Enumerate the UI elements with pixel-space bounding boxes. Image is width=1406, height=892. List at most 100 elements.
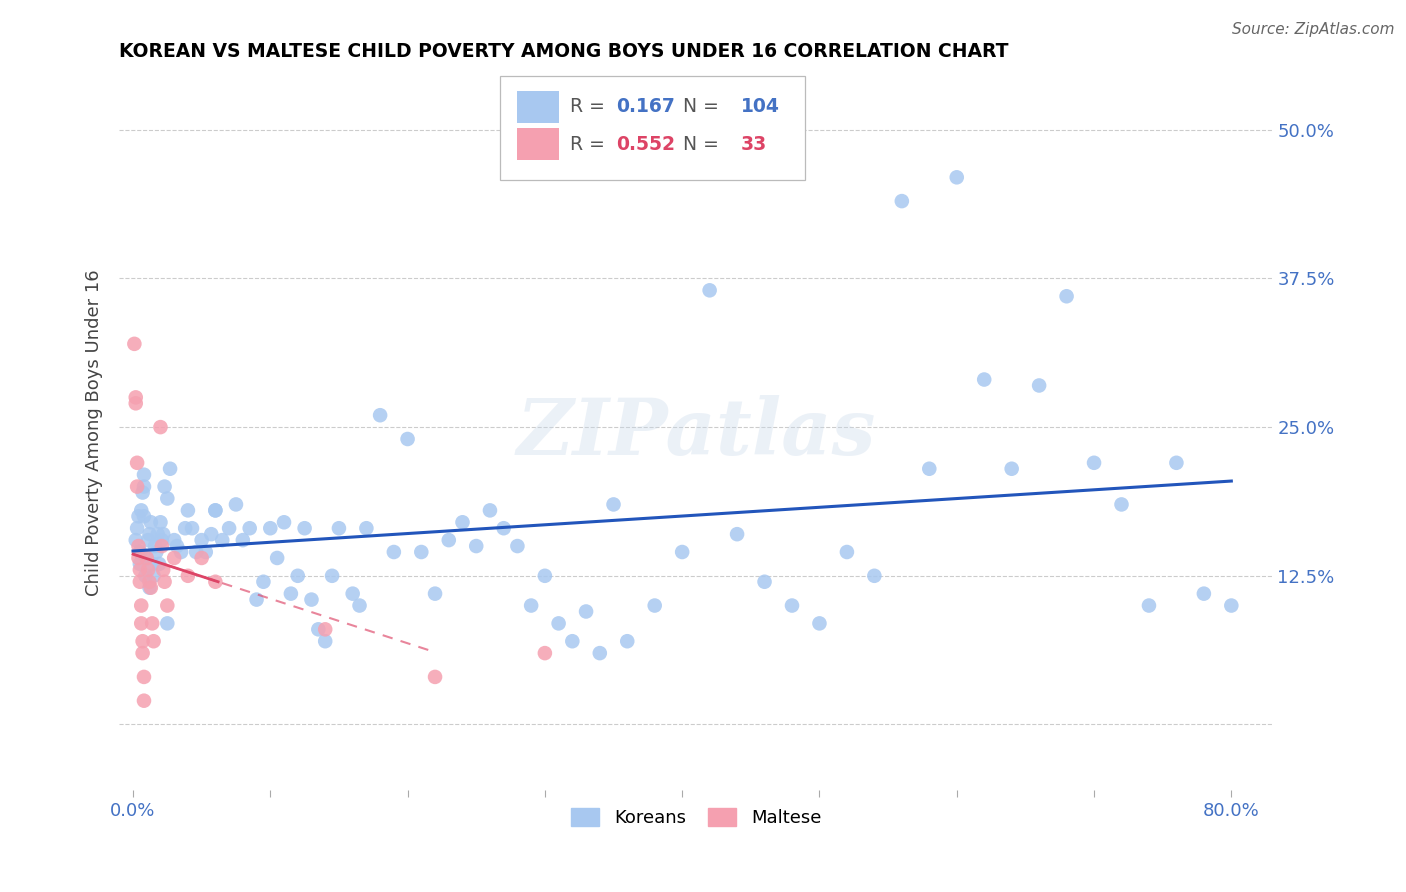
Point <box>128 545 150 559</box>
Point <box>145 545 167 559</box>
Point <box>321 569 343 583</box>
Point <box>129 599 152 613</box>
Point <box>218 521 240 535</box>
Point <box>136 563 159 577</box>
Point <box>465 539 488 553</box>
Point <box>194 545 217 559</box>
Point <box>349 599 371 613</box>
Text: R =: R = <box>571 135 612 153</box>
Point <box>382 545 405 559</box>
Point <box>200 527 222 541</box>
FancyBboxPatch shape <box>517 128 558 160</box>
Point <box>141 616 163 631</box>
Point <box>780 599 803 613</box>
Point <box>131 485 153 500</box>
Point <box>211 533 233 548</box>
Point <box>128 574 150 589</box>
Point <box>163 551 186 566</box>
Point <box>451 516 474 530</box>
Point <box>204 574 226 589</box>
Point <box>273 516 295 530</box>
Point <box>149 516 172 530</box>
Point <box>129 503 152 517</box>
Point <box>423 670 446 684</box>
Point <box>506 539 529 553</box>
Point <box>1083 456 1105 470</box>
Point <box>190 551 212 566</box>
Point <box>1001 461 1024 475</box>
Point <box>152 527 174 541</box>
Point <box>356 521 378 535</box>
Point <box>132 694 155 708</box>
Text: R =: R = <box>571 97 612 116</box>
Point <box>181 521 204 535</box>
Point <box>225 498 247 512</box>
FancyBboxPatch shape <box>501 76 806 179</box>
Point <box>547 616 569 631</box>
Point <box>186 545 208 559</box>
Point <box>177 503 200 517</box>
Point <box>125 396 148 410</box>
Point <box>135 551 157 566</box>
Point <box>280 587 302 601</box>
Point <box>128 563 150 577</box>
Point <box>1028 378 1050 392</box>
Text: 104: 104 <box>741 97 780 116</box>
Point <box>149 420 172 434</box>
Point <box>134 569 156 583</box>
Point <box>266 551 288 566</box>
Point <box>259 521 281 535</box>
Point <box>616 634 638 648</box>
Point <box>128 539 150 553</box>
Point <box>132 670 155 684</box>
Point <box>423 587 446 601</box>
Point <box>139 581 162 595</box>
Point <box>314 623 336 637</box>
Point <box>1137 599 1160 613</box>
Point <box>141 557 163 571</box>
Point <box>124 336 146 351</box>
Point <box>153 574 176 589</box>
Text: KOREAN VS MALTESE CHILD POVERTY AMONG BOYS UNDER 16 CORRELATION CHART: KOREAN VS MALTESE CHILD POVERTY AMONG BO… <box>120 42 1008 61</box>
Point <box>135 551 157 566</box>
FancyBboxPatch shape <box>517 91 558 122</box>
Point <box>166 539 188 553</box>
Point <box>411 545 433 559</box>
Point <box>699 283 721 297</box>
Point <box>644 599 666 613</box>
Point <box>301 592 323 607</box>
Text: ZIPatlas: ZIPatlas <box>516 395 876 471</box>
Point <box>138 574 160 589</box>
Point <box>245 592 267 607</box>
Point <box>520 599 543 613</box>
Text: Source: ZipAtlas.com: Source: ZipAtlas.com <box>1232 22 1395 37</box>
Point <box>153 480 176 494</box>
Point <box>1166 456 1188 470</box>
Point <box>132 509 155 524</box>
Point <box>174 521 197 535</box>
Point <box>127 480 149 494</box>
Point <box>808 616 831 631</box>
Point <box>492 521 515 535</box>
Point <box>561 634 583 648</box>
Point <box>163 533 186 548</box>
Point <box>138 527 160 541</box>
Point <box>125 390 148 404</box>
Point <box>534 569 557 583</box>
Point <box>138 581 160 595</box>
Text: 0.167: 0.167 <box>616 97 675 116</box>
Point <box>136 533 159 548</box>
Point <box>127 521 149 535</box>
Point <box>1056 289 1078 303</box>
Point <box>170 545 193 559</box>
Point <box>1220 599 1243 613</box>
Point <box>177 569 200 583</box>
Text: 33: 33 <box>741 135 768 153</box>
Point <box>328 521 350 535</box>
Point <box>128 551 150 566</box>
Point <box>148 557 170 571</box>
Point <box>589 646 612 660</box>
Point <box>671 545 693 559</box>
Text: N =: N = <box>683 97 725 116</box>
Point <box>125 533 148 548</box>
